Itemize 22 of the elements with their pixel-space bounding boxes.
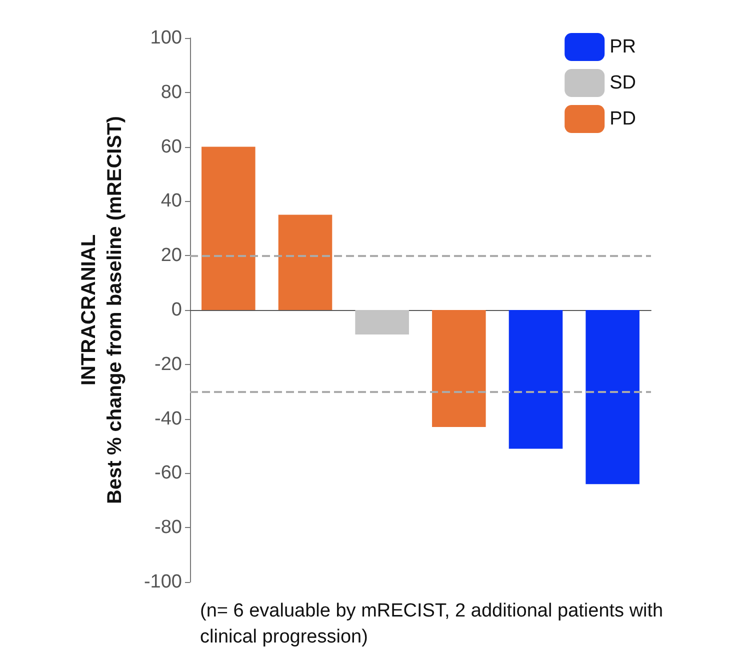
y-tick-label: 20 <box>160 245 182 266</box>
legend-label: PD <box>610 108 636 130</box>
legend-label: SD <box>610 72 636 94</box>
bar <box>432 310 486 427</box>
bar <box>508 310 563 449</box>
bar <box>586 310 640 484</box>
bar <box>278 214 332 310</box>
y-tick-label: 100 <box>150 28 182 48</box>
y-tick-label: 40 <box>160 190 182 212</box>
y-tick-label: -80 <box>154 517 182 538</box>
text: (n= 6 evaluable by mRECIST, 2 additional patients with clinical progression) <box>200 600 668 648</box>
legend-label: PR <box>610 36 636 58</box>
y-tick-label: 80 <box>160 82 182 103</box>
bar <box>355 310 409 334</box>
y-tick-label: 60 <box>160 136 182 158</box>
y-axis-title: INTRACRANIAL Best % change from baseline (mRECIST) <box>78 116 126 504</box>
bar <box>202 146 256 310</box>
y-tick-label: -20 <box>154 354 182 375</box>
y-tick-label: -40 <box>154 408 182 430</box>
y-tick-label: 0 <box>171 300 182 320</box>
y-tick-label: -60 <box>154 462 182 484</box>
y-tick-label: -100 <box>144 572 182 592</box>
